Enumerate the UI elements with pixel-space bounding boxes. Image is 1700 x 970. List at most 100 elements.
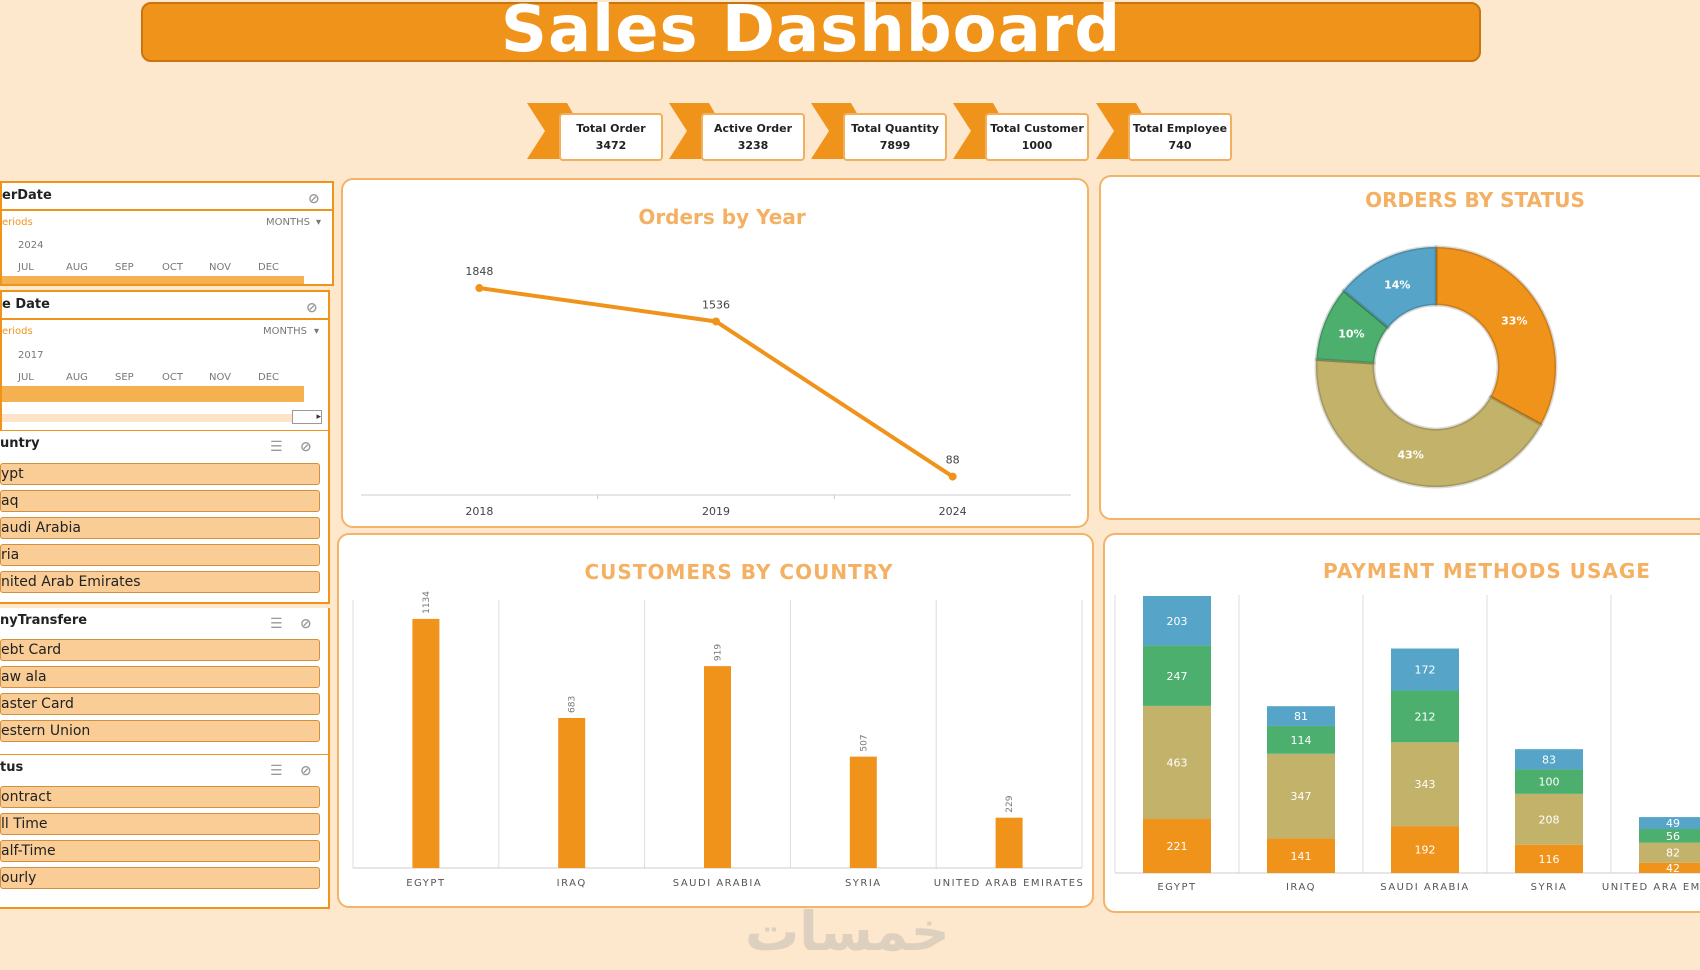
ship-date-title: e Date — [2, 297, 50, 312]
country-slicer[interactable]: untry ☰ ⊘ ypt aq audi Arabia ria nited Arab … — [0, 431, 330, 604]
bar — [704, 666, 731, 868]
slicer-item[interactable]: audi Arabia — [0, 517, 320, 539]
chart-title: CUSTOMERS BY COUNTRY — [585, 560, 894, 584]
timeline-month[interactable]: NOV — [209, 372, 232, 383]
slicer-item[interactable]: ontract — [0, 786, 320, 808]
slicer-item[interactable]: aster Card — [0, 693, 320, 715]
slicer-item[interactable]: ria — [0, 544, 320, 566]
data-label: 49 — [1666, 817, 1680, 830]
data-label: 683 — [568, 696, 578, 713]
data-label: 343 — [1415, 778, 1436, 791]
clear-filter-icon[interactable]: ⊘ — [300, 616, 312, 632]
pie-slice — [1314, 288, 1391, 365]
slicer-item[interactable]: alf-Time — [0, 840, 320, 862]
stack-segment — [1143, 705, 1211, 820]
stack-segment — [1267, 706, 1335, 726]
scroll-right-button[interactable]: ▸ — [292, 410, 322, 424]
payment-slicer[interactable]: nyTransfere ☰ ⊘ ebt Card aw ala aster Card… — [0, 608, 330, 756]
orders-by-year-panel: Orders by Year 1848 2018 1536 2019 88 2024 — [341, 178, 1089, 528]
kpi-card: Total Order 3472 — [527, 101, 669, 163]
x-tick-label: 2024 — [939, 505, 967, 518]
data-label: 507 — [859, 734, 869, 751]
clear-filter-icon[interactable]: ⊘ — [300, 763, 312, 779]
data-label: 203 — [1167, 615, 1188, 628]
timeline-month[interactable]: OCT — [162, 262, 183, 273]
status-slicer-title: tus — [0, 760, 24, 775]
timeline-month[interactable]: AUG — [66, 262, 88, 273]
clear-filter-icon[interactable]: ⊘ — [308, 191, 320, 207]
pie-slice — [1314, 357, 1544, 489]
kpi-card-body: Total Order 3472 — [559, 113, 663, 161]
timeline-selection-bar[interactable] — [2, 276, 304, 284]
order-date-title: erDate — [2, 188, 52, 203]
stack-segment — [1143, 819, 1211, 873]
data-label: 1134 — [422, 591, 432, 614]
months-dropdown[interactable]: MONTHS — [266, 217, 310, 228]
timeline-scrollbar[interactable] — [2, 414, 292, 422]
stack-segment — [1267, 838, 1335, 873]
payment-slicer-title-bar: nyTransfere ☰ ⊘ — [0, 608, 328, 634]
slicer-item[interactable]: ebt Card — [0, 639, 320, 661]
data-label: 347 — [1291, 790, 1312, 803]
data-label: 88 — [946, 454, 960, 467]
stack-segment — [1143, 596, 1211, 646]
bar — [849, 756, 877, 868]
kpi-value: 7899 — [879, 139, 911, 152]
multi-select-icon[interactable]: ☰ — [270, 616, 283, 632]
timeline-selection-bar[interactable] — [2, 386, 304, 402]
slicer-item[interactable]: nited Arab Emirates — [0, 571, 320, 593]
timeline-month[interactable]: DEC — [258, 372, 280, 383]
stack-segment — [1639, 817, 1700, 830]
slicer-item[interactable]: aq — [0, 490, 320, 512]
multi-select-icon[interactable]: ☰ — [270, 439, 283, 455]
clear-filter-icon[interactable]: ⊘ — [306, 300, 318, 316]
data-label: 82 — [1666, 847, 1680, 860]
data-label: 229 — [1005, 795, 1015, 812]
payment-slicer-title: nyTransfere — [0, 613, 88, 628]
watermark: خمسات — [745, 900, 950, 963]
timeline-month[interactable]: NOV — [209, 262, 232, 273]
data-label: 56 — [1666, 830, 1680, 843]
order-date-timeline[interactable]: erDate ⊘ eriods MONTHS ▾ 2024 JUL AUG SEP O… — [0, 181, 334, 286]
timeline-month[interactable]: OCT — [162, 372, 183, 383]
stack-segment — [1143, 645, 1211, 706]
chevron-down-icon[interactable]: ▾ — [314, 326, 320, 337]
slicer-item[interactable]: ll Time — [0, 813, 320, 835]
ship-date-timeline[interactable]: e Date ⊘ eriods MONTHS ▾ 2017 JUL AUG SEP O… — [0, 290, 330, 432]
timeline-month[interactable]: SEP — [115, 372, 134, 383]
timeline-month[interactable]: AUG — [66, 372, 88, 383]
data-point — [948, 472, 957, 481]
slice-label: 10% — [1338, 328, 1364, 341]
status-slicer[interactable]: tus ☰ ⊘ ontract ll Time alf-Time ourly — [0, 755, 330, 909]
data-label: 1536 — [702, 298, 730, 311]
x-tick-label: 2018 — [465, 505, 493, 518]
orders-by-status-panel: ORDERS BY STATUS 33% 43% 10% 14% — [1099, 175, 1700, 520]
slice-label: 14% — [1384, 279, 1410, 292]
data-label: 221 — [1167, 840, 1188, 853]
stack-segment — [1639, 862, 1700, 873]
slicer-item[interactable]: ypt — [0, 463, 320, 485]
bar — [558, 717, 586, 868]
timeline-month[interactable]: DEC — [258, 262, 280, 273]
slicer-item[interactable]: aw ala — [0, 666, 320, 688]
chevron-down-icon[interactable]: ▾ — [316, 217, 322, 228]
data-label: 919 — [714, 644, 724, 661]
timeline-month[interactable]: JUL — [18, 262, 34, 273]
stack-segment — [1391, 648, 1459, 691]
multi-select-icon[interactable]: ☰ — [270, 763, 283, 779]
kpi-card-body: Total Quantity 7899 — [843, 113, 947, 161]
status-slicer-title-bar: tus ☰ ⊘ — [0, 755, 328, 781]
kpi-card: Total Employee 740 — [1096, 101, 1238, 163]
x-tick-label: SAUDI ARABIA — [1380, 882, 1469, 893]
timeline-month[interactable]: JUL — [18, 372, 34, 383]
stack-segment — [1639, 829, 1700, 843]
clear-filter-icon[interactable]: ⊘ — [300, 439, 312, 455]
x-tick-label: IRAQ — [1286, 882, 1316, 893]
x-tick-label: UNITED ARAB EMIRATES — [934, 878, 1085, 889]
timeline-month[interactable]: SEP — [115, 262, 134, 273]
slicer-item[interactable]: estern Union — [0, 720, 320, 742]
months-dropdown[interactable]: MONTHS — [263, 326, 307, 337]
slicer-item[interactable]: ourly — [0, 867, 320, 889]
data-label: 463 — [1167, 756, 1188, 769]
data-label: 81 — [1294, 710, 1308, 723]
